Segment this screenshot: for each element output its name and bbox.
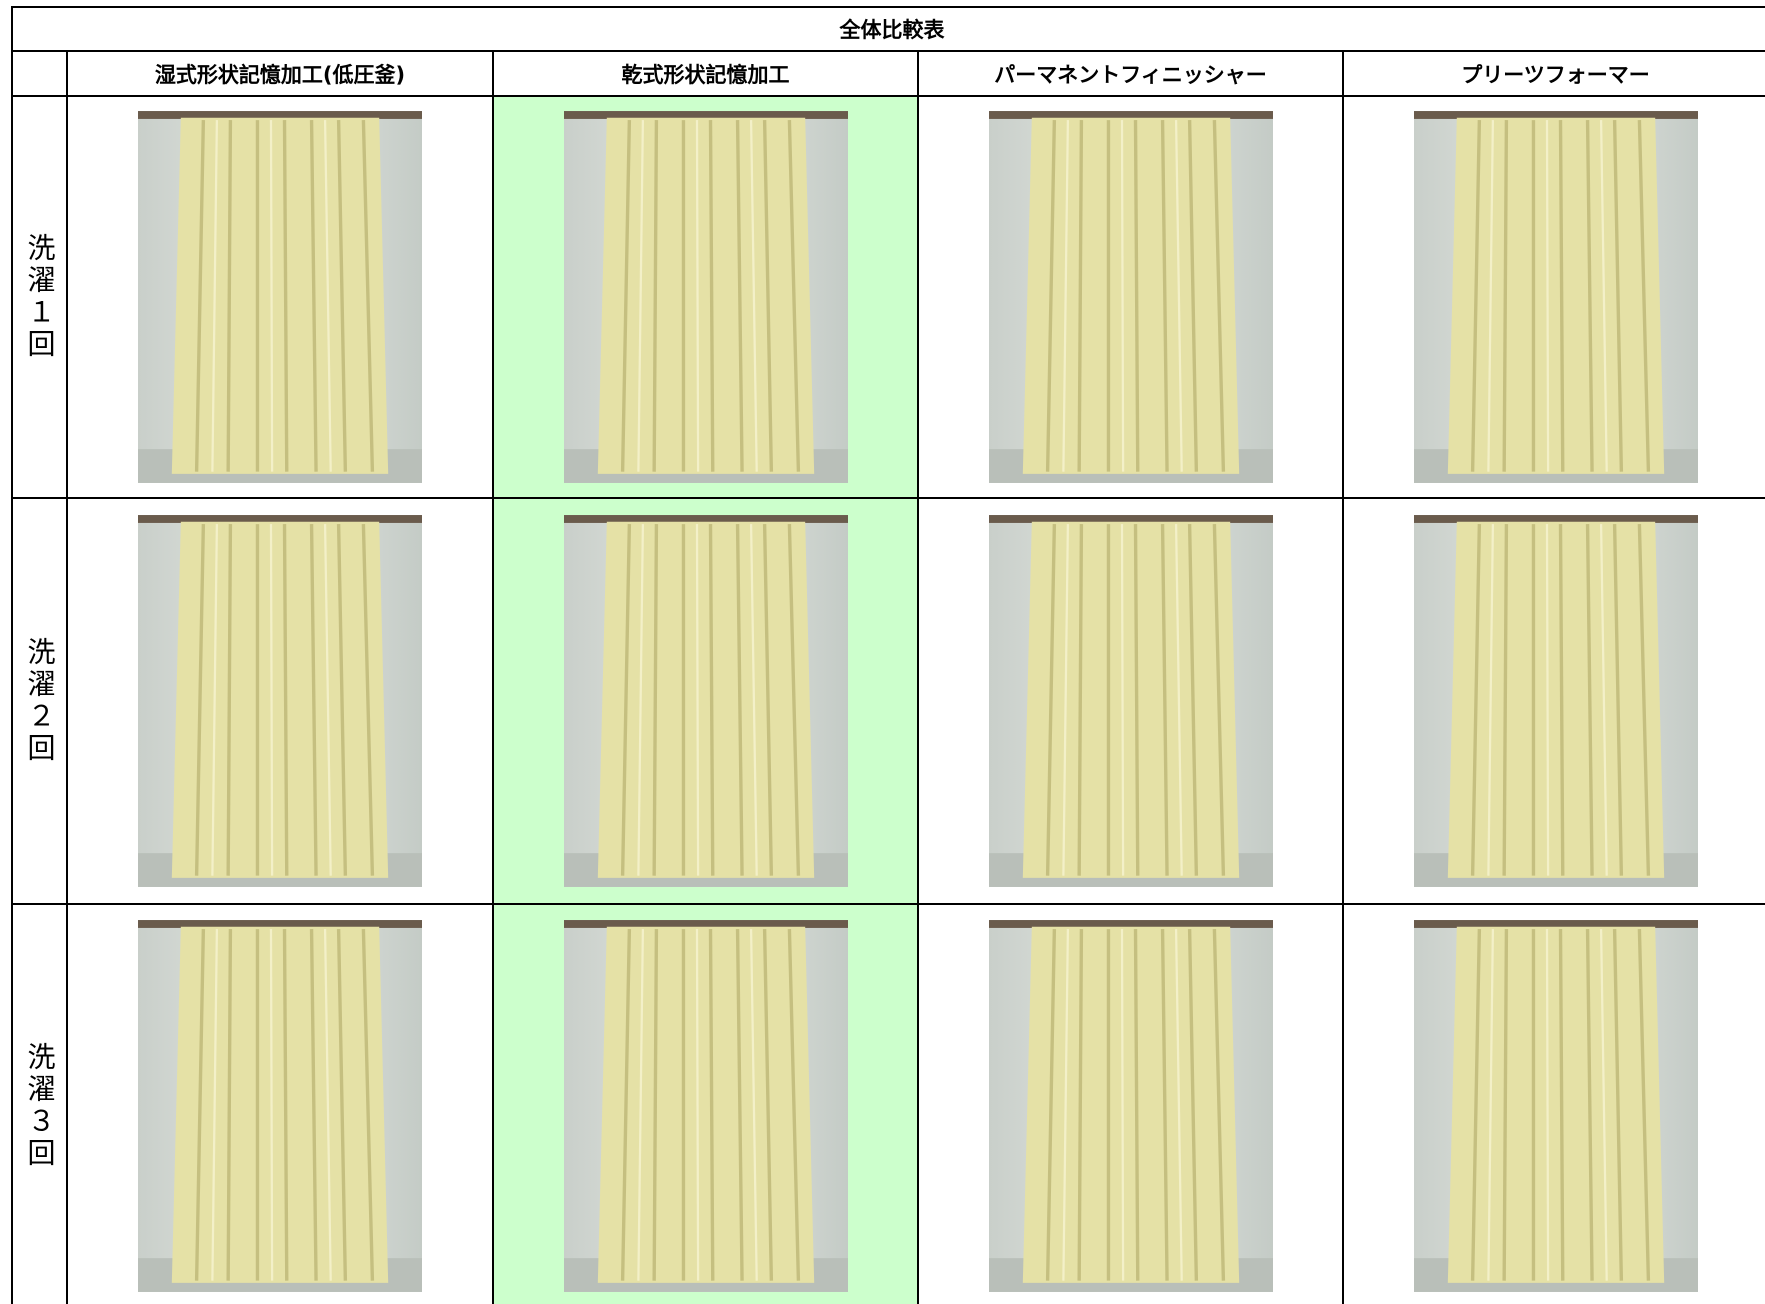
- curtain-photo: [138, 919, 422, 1292]
- curtain-photo: [138, 515, 422, 887]
- photo-cell: [917, 95, 1342, 497]
- column-header: パーマネントフィニッシャー: [917, 50, 1342, 95]
- photo-cell: [66, 95, 492, 497]
- photo-cell: [1342, 497, 1765, 903]
- curtain-photo: [988, 919, 1273, 1292]
- row-label: 洗濯２回: [11, 497, 66, 903]
- row-label: 洗濯３回: [11, 903, 66, 1304]
- photo-cell: [1342, 95, 1765, 497]
- curtain-photo: [988, 515, 1273, 887]
- photo-cell: [492, 497, 917, 903]
- photo-cell: [492, 903, 917, 1304]
- curtain-photo: [1413, 111, 1698, 483]
- row-label: 洗濯１回: [11, 95, 66, 497]
- column-header: プリーツフォーマー: [1342, 50, 1765, 95]
- column-header: 乾式形状記憶加工: [492, 50, 917, 95]
- corner-cell: [11, 50, 66, 95]
- curtain-photo: [1413, 515, 1698, 887]
- curtain-photo: [563, 515, 848, 887]
- column-header: 湿式形状記憶加工(低圧釜): [66, 50, 492, 95]
- photo-cell: [1342, 903, 1765, 1304]
- table-title: 全体比較表: [11, 6, 1765, 50]
- photo-cell: [66, 497, 492, 903]
- photo-cell: [492, 95, 917, 497]
- curtain-photo: [563, 919, 848, 1292]
- curtain-photo: [988, 111, 1273, 483]
- curtain-photo: [563, 111, 848, 483]
- photo-cell: [917, 497, 1342, 903]
- photo-cell: [917, 903, 1342, 1304]
- photo-cell: [66, 903, 492, 1304]
- curtain-photo: [1413, 919, 1698, 1292]
- curtain-photo: [138, 111, 422, 483]
